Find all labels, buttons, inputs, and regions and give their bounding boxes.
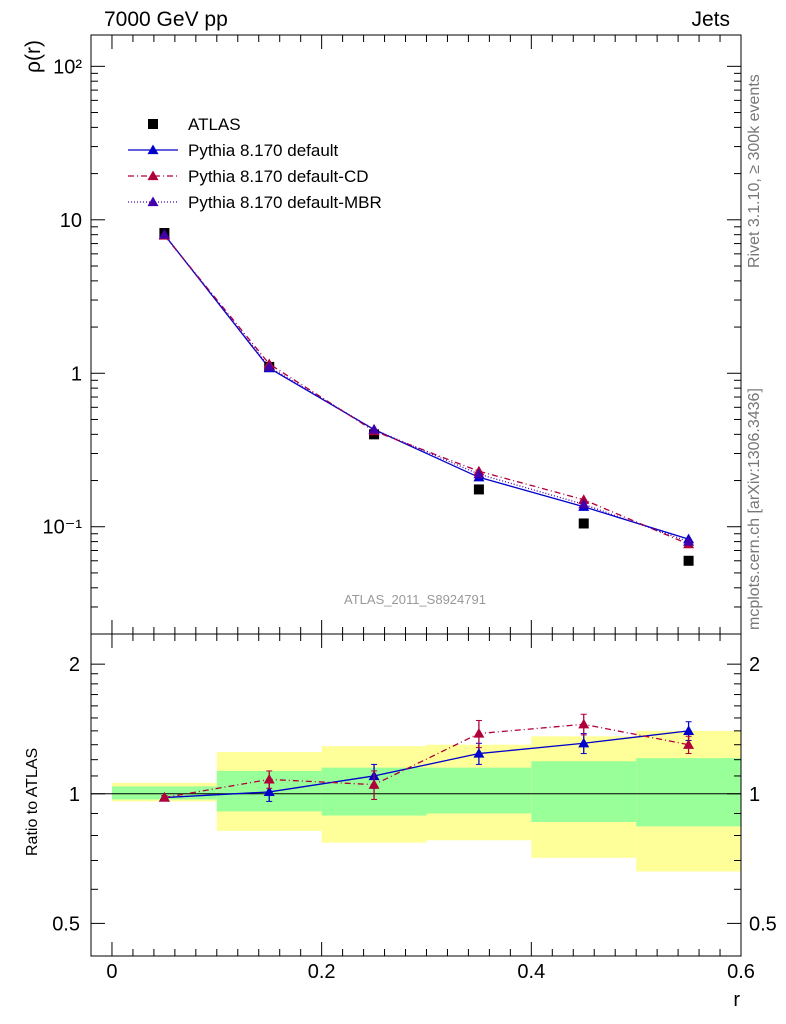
data-marker-atlas: [683, 555, 694, 566]
ratio-y-axis-label: Ratio to ATLAS: [24, 748, 41, 856]
ratio-marker: [368, 779, 380, 789]
ratio-y-tick-label-left: 0.5: [52, 913, 80, 935]
data-marker-mc: [368, 424, 380, 434]
ratio-marker: [578, 718, 590, 729]
series-line: [163, 234, 689, 540]
watermark-label: ATLAS_2011_S8924791: [344, 592, 486, 607]
legend-marker: [147, 170, 159, 181]
main-y-tick-label: 10⁻¹: [43, 517, 83, 539]
legend-marker: [147, 196, 159, 207]
data-marker-mc: [683, 536, 695, 546]
main-y-tick-label: 10²: [53, 56, 82, 78]
ratio-y-tick-label-right: 2: [749, 654, 760, 676]
x-axis-label: r: [733, 989, 740, 1011]
ratio-y-tick-label-right: 1: [749, 784, 760, 806]
legend-label: Pythia 8.170 default-CD: [188, 167, 369, 186]
uncertainty-band-green: [531, 761, 637, 822]
data-marker-mc: [578, 498, 590, 509]
x-tick-label: 0.2: [308, 961, 336, 983]
x-tick-label: 0.6: [727, 961, 755, 983]
ratio-y-tick-label-left: 2: [69, 654, 80, 676]
ratio-marker: [578, 737, 590, 748]
main-y-axis-label: ρ(r): [22, 40, 45, 73]
ratio-y-tick-label-right: 0.5: [749, 913, 777, 935]
series-line: [163, 235, 689, 545]
main-y-tick-label: 10: [60, 210, 82, 232]
ratio-marker: [158, 792, 170, 802]
data-marker-mc: [158, 229, 170, 239]
data-marker-mc: [473, 468, 485, 479]
ratio-y-tick-label-left: 1: [69, 784, 80, 806]
ratio-marker: [473, 748, 485, 758]
ratio-plot-frame: [90, 633, 742, 957]
main-y-tick-label: 1: [71, 363, 82, 385]
uncertainty-band-green: [636, 758, 741, 827]
legend-label: ATLAS: [188, 115, 241, 134]
x-tick-label: 0: [106, 961, 117, 983]
legend-label: Pythia 8.170 default: [188, 141, 339, 160]
ratio-marker: [263, 773, 275, 784]
series-line: [163, 234, 689, 543]
data-marker-atlas: [473, 484, 484, 495]
ratio-marker: [683, 739, 695, 749]
data-marker-mc: [263, 361, 275, 372]
data-marker-atlas: [578, 518, 589, 529]
ratio-marker: [683, 725, 695, 735]
ratio-series-line: [164, 723, 689, 799]
ratio-marker: [263, 786, 275, 797]
ratio-series-line: [164, 730, 689, 799]
legend-marker: [148, 119, 158, 129]
ratio-marker: [473, 728, 485, 738]
legend-label: Pythia 8.170 default-MBR: [188, 193, 382, 212]
header-left-label: 7000 GeV pp: [104, 8, 228, 31]
legend-marker: [147, 144, 159, 155]
header-right-label: Jets: [691, 8, 730, 31]
x-tick-label: 0.4: [517, 961, 545, 983]
uncertainty-band-green: [426, 767, 532, 814]
